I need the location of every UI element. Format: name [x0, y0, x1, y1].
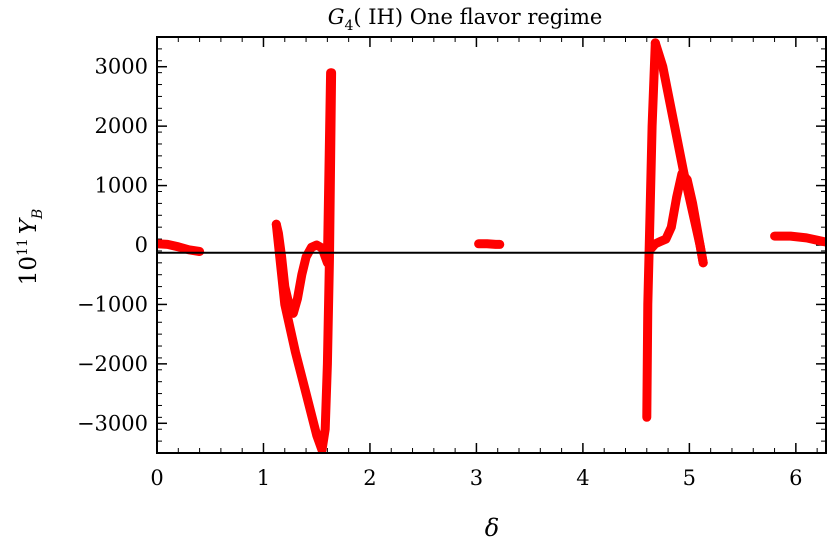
- series-line-1: [157, 239, 205, 256]
- y-label-subscript: B: [30, 209, 46, 220]
- y-tick-label: −3000: [77, 411, 148, 435]
- y-label-base: 10: [16, 256, 42, 285]
- x-tick-label: 4: [576, 466, 589, 490]
- y-tick-label: 2000: [95, 114, 148, 138]
- title-subscript: 4: [344, 18, 353, 34]
- series-line-7: [650, 38, 708, 268]
- series-line-3: [271, 68, 337, 453]
- title-symbol: G: [328, 5, 345, 29]
- y-tick-label: 1000: [95, 174, 148, 198]
- title-text: ( IH) One flavor regime: [353, 5, 602, 29]
- x-tick-label: 3: [470, 466, 483, 490]
- data-series: [157, 38, 826, 453]
- chart-title: G4( IH) One flavor regime: [328, 5, 603, 34]
- x-axis-ticks: 0 1 2 3 4 5 6: [150, 37, 818, 490]
- x-tick-label: 0: [150, 466, 163, 490]
- x-tick-label: 6: [789, 466, 802, 490]
- y-tick-label: 3000: [95, 55, 148, 79]
- x-tick-label: 2: [363, 466, 376, 490]
- series-line-4: [474, 239, 505, 249]
- y-tick-label: −1000: [77, 292, 148, 316]
- y-label-variable: Y: [16, 216, 42, 234]
- series-line-8: [770, 231, 826, 247]
- y-tick-label: 0: [135, 233, 148, 257]
- x-axis-label: δ: [485, 514, 499, 542]
- y-tick-label: −2000: [77, 352, 148, 376]
- y-axis-label: 1011 YB: [15, 209, 46, 286]
- series-line-5: [642, 38, 660, 422]
- x-tick-label: 1: [257, 466, 270, 490]
- plot-frame: [156, 36, 827, 454]
- y-axis-ticks: −3000 −2000 −1000 0 1000 2000 3000: [77, 36, 826, 454]
- x-tick-label: 5: [683, 466, 696, 490]
- y-label-exponent: 11: [15, 238, 31, 256]
